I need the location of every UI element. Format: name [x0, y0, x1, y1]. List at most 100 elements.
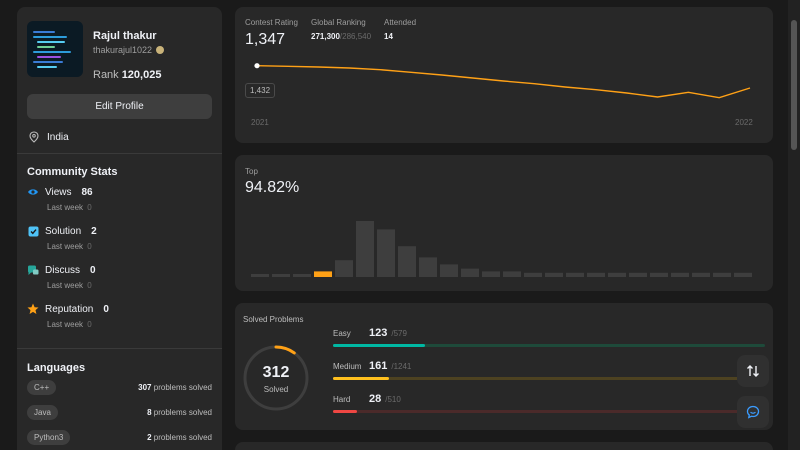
avatar[interactable]: [27, 21, 83, 77]
percentile-histogram[interactable]: [235, 155, 773, 291]
edit-profile-button[interactable]: Edit Profile: [27, 94, 212, 119]
global-ranking-value: 271,300: [311, 32, 340, 41]
histogram-bar[interactable]: [461, 268, 479, 277]
eye-icon: [27, 186, 39, 198]
histogram-bar[interactable]: [629, 272, 647, 277]
divider: [17, 348, 222, 349]
rating-series-line: [256, 65, 751, 99]
user-name: Rajul thakur: [93, 30, 157, 42]
language-tag[interactable]: Java: [27, 405, 58, 420]
stat-label: Solution: [45, 225, 82, 237]
histogram-bar[interactable]: [734, 272, 752, 277]
community-stats-title: Community Stats: [27, 166, 118, 178]
chat-icon: [746, 405, 760, 419]
histogram-bar[interactable]: [608, 272, 626, 277]
histogram-bar[interactable]: [419, 257, 437, 277]
stat-value: 0: [103, 303, 109, 315]
language-row: Java 8 problems solved: [27, 405, 212, 420]
stat-value: 86: [81, 186, 93, 198]
language-count: 8: [147, 408, 152, 417]
difficulty-count: 123: [369, 327, 388, 339]
difficulty-fill: [333, 377, 390, 380]
difficulty-track: [333, 410, 765, 413]
rank-value: 120,025: [121, 69, 162, 81]
page-scrollbar[interactable]: [788, 0, 800, 450]
language-solved: 8 problems solved: [147, 408, 212, 417]
histogram-bar[interactable]: [356, 221, 374, 277]
language-tag[interactable]: C++: [27, 380, 57, 395]
histogram-bar[interactable]: [671, 272, 689, 277]
histogram-bar[interactable]: [524, 272, 542, 277]
location-pin-icon: [29, 131, 39, 143]
contest-rating-card: Contest Rating 1,347 Global Ranking 271,…: [235, 7, 773, 143]
stat-label: Reputation: [45, 303, 94, 315]
histogram-bar[interactable]: [566, 272, 584, 277]
solved-progress-arc: [243, 345, 309, 411]
difficulty-total: /579: [391, 329, 407, 338]
global-ranking-total: /286,540: [339, 32, 372, 41]
solved-title: Solved Problems: [243, 315, 304, 324]
histogram-bar[interactable]: [398, 246, 416, 277]
histogram-bar[interactable]: [713, 272, 731, 277]
solved-total-label: Solved: [263, 385, 289, 394]
stat-value: 0: [90, 264, 96, 276]
rating-line-chart[interactable]: [235, 7, 773, 143]
solved-problems-card: Solved Problems 312 Solved Easy 123/579 M…: [235, 303, 773, 430]
histogram-bar[interactable]: [587, 272, 605, 277]
x-axis-start: 2021: [251, 118, 269, 127]
histogram-bar[interactable]: [335, 260, 353, 277]
histogram-bar[interactable]: [545, 272, 563, 277]
profile-panel: Rajul thakur thakurajul1022 Rank 120,025 …: [17, 7, 222, 450]
divider: [17, 153, 222, 154]
language-solved: 307 problems solved: [138, 383, 212, 392]
top-label: Top: [245, 167, 258, 176]
x-axis-end: 2022: [735, 118, 753, 127]
difficulty-track: [333, 344, 765, 347]
stat-sub-label: Last week: [47, 242, 84, 251]
language-tag[interactable]: Python3: [27, 430, 71, 445]
difficulty-total: /510: [385, 395, 401, 404]
difficulty-track: [333, 377, 765, 380]
stat-reputation: Reputation 0 Last week 0: [27, 303, 212, 329]
scrollbar-thumb[interactable]: [791, 20, 797, 150]
language-row: Python3 2 problems solved: [27, 430, 212, 445]
histogram-bar[interactable]: [503, 271, 521, 277]
chat-button[interactable]: [737, 396, 769, 428]
language-suffix: problems solved: [153, 433, 212, 442]
difficulty-count: 28: [369, 393, 382, 405]
contest-rating-value: 1,347: [245, 31, 286, 48]
difficulty-row-medium: Medium 161/1241: [333, 360, 765, 380]
next-card: [235, 442, 773, 450]
difficulty-name: Medium: [333, 362, 362, 371]
rank-label: Rank: [93, 69, 119, 81]
histogram-bar[interactable]: [482, 271, 500, 277]
location: India: [29, 131, 69, 143]
stat-value: 2: [91, 225, 97, 237]
stat-sub-label: Last week: [47, 203, 84, 212]
check-square-icon: [27, 225, 39, 237]
swap-button[interactable]: [737, 355, 769, 387]
histogram-bar-current[interactable]: [314, 271, 332, 277]
difficulty-row-hard: Hard 28/510: [333, 393, 765, 413]
histogram-bar[interactable]: [692, 272, 710, 277]
histogram-bar[interactable]: [440, 264, 458, 277]
stat-sub-value: 0: [87, 242, 92, 251]
location-text: India: [47, 131, 69, 143]
difficulty-row-easy: Easy 123/579: [333, 327, 765, 347]
stat-discuss: Discuss 0 Last week 0: [27, 264, 212, 290]
difficulty-name: Easy: [333, 329, 351, 338]
badge-icon[interactable]: [156, 46, 165, 54]
histogram-bar[interactable]: [377, 229, 395, 277]
stat-label: Views: [45, 186, 72, 198]
rating-current-point: [254, 63, 260, 69]
language-suffix: problems solved: [153, 383, 212, 392]
difficulty-total: /1241: [391, 362, 412, 371]
histogram-bar[interactable]: [272, 274, 290, 277]
star-icon: [27, 303, 39, 315]
difficulty-fill: [333, 410, 357, 413]
stat-sub-label: Last week: [47, 281, 84, 290]
histogram-bar[interactable]: [293, 274, 311, 277]
histogram-bar[interactable]: [650, 272, 668, 277]
handle-text: thakurajul1022: [93, 45, 153, 55]
histogram-bar[interactable]: [251, 274, 269, 277]
